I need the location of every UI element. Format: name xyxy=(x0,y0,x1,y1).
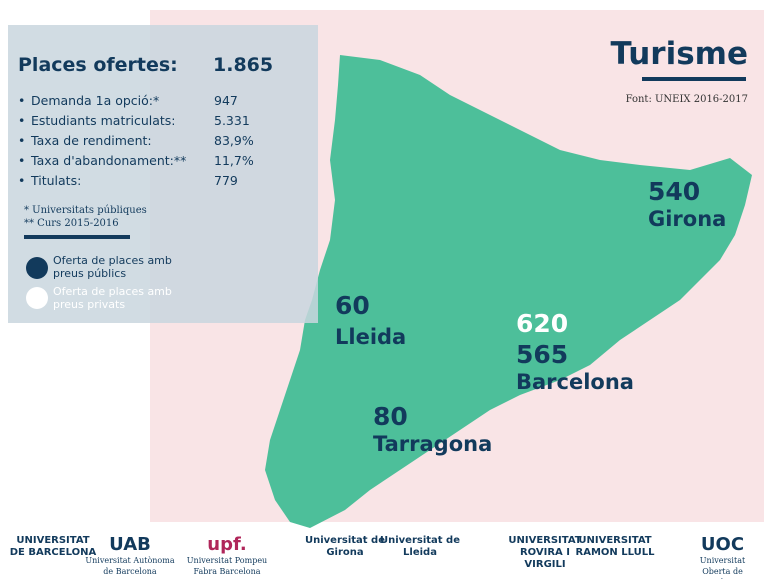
region-value-private: 620 xyxy=(516,309,569,338)
region-value: 540 xyxy=(648,177,701,206)
stat-value: 779 xyxy=(214,173,238,188)
legend-public: Oferta de places amb preus públics xyxy=(53,254,172,280)
source: Font: UNEIX 2016-2017 xyxy=(625,94,748,105)
university-mark: Universitat de Girona xyxy=(304,535,385,558)
region-name: Barcelona xyxy=(516,370,634,394)
stat-value: 5.331 xyxy=(214,113,250,128)
note: * Universitats públiques xyxy=(24,205,147,216)
university-logo: Universitat de Girona xyxy=(300,535,390,559)
university-logo: UNIVERSITAT RAMON LLULL xyxy=(570,535,660,559)
university-logo: upf. Universitat Pompeu Fabra Barcelona xyxy=(182,535,272,577)
private-icon xyxy=(26,287,48,309)
stat-label: Demanda 1a opció:* xyxy=(31,93,160,108)
stat-label: • xyxy=(18,133,26,148)
stat-value: 11,7% xyxy=(214,153,254,168)
university-mark: Universitat de Lleida xyxy=(379,535,460,558)
region-name: Lleida xyxy=(335,325,407,349)
notes: * Universitats públiques ** Curs 2015-201… xyxy=(24,204,147,230)
university-name: Universitat Oberta de Catalunya xyxy=(699,556,746,579)
map-catalonia xyxy=(265,55,752,528)
university-mark: UOC xyxy=(700,534,745,555)
stat-value: 83,9% xyxy=(214,133,254,148)
stat-label: • xyxy=(18,93,26,108)
university-mark: UNIVERSITAT RAMON LLULL xyxy=(575,535,655,558)
legend-private: Oferta de places amb preus privats xyxy=(53,285,172,311)
university-logo: UNIVERSITAT ROVIRA I VIRGILI xyxy=(500,535,590,571)
university-mark: UNIVERSITAT ROVIRA I VIRGILI xyxy=(508,535,582,570)
region-value: 80 xyxy=(373,402,408,431)
stat-label: Taxa d'abandonament:** xyxy=(31,153,187,168)
public-icon xyxy=(26,257,48,279)
summary-value: 1.865 xyxy=(213,54,274,76)
stat-label: • xyxy=(18,153,26,168)
note: ** Curs 2015-2016 xyxy=(24,218,119,229)
university-mark: UAB xyxy=(109,534,151,555)
university-logo: Universitat de Lleida xyxy=(375,535,465,559)
region-name: Girona xyxy=(648,207,727,231)
summary-label: Places ofertes: xyxy=(18,54,178,76)
info-box xyxy=(8,25,318,323)
stat-label: Titulats: xyxy=(31,173,82,188)
stat-label: Estudiants matriculats: xyxy=(31,113,176,128)
region-name: Tarragona xyxy=(373,432,493,456)
university-name: Universitat Autònoma de Barcelona xyxy=(85,556,175,576)
university-mark: upf. xyxy=(207,534,247,555)
title: Turisme xyxy=(610,36,748,72)
university-logo: UNIVERSITAT DE BARCELONA xyxy=(8,535,98,559)
university-mark: UNIVERSITAT DE BARCELONA xyxy=(9,535,97,558)
stat-value: 947 xyxy=(214,93,238,108)
region-value: 565 xyxy=(516,340,569,369)
stat-label: • xyxy=(18,173,26,188)
university-logo: UAB Universitat Autònoma de Barcelona xyxy=(85,535,175,577)
university-name: Universitat Pompeu Fabra Barcelona xyxy=(186,556,268,576)
stat-label: • xyxy=(18,113,26,128)
region-value: 60 xyxy=(335,291,370,320)
stat-label: Taxa de rendiment: xyxy=(31,133,152,148)
